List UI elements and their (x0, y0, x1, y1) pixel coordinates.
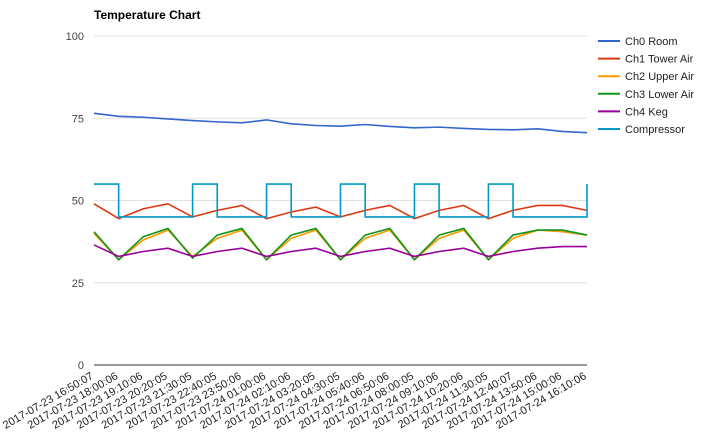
y-tick-label: 0 (78, 360, 84, 372)
y-axis-ticks: 0 25 50 75 100 (66, 31, 84, 372)
y-tick-label: 100 (66, 31, 84, 43)
chart-title: Temperature Chart (94, 8, 201, 22)
series-layer (93, 112, 588, 261)
legend-label: Ch2 Upper Air (625, 71, 694, 83)
legend: Ch0 Room Ch1 Tower Air Ch2 Upper Air Ch3 Lo… (598, 36, 694, 136)
legend-label: Ch1 Tower Air (625, 54, 694, 66)
series-line-compressor (94, 183, 588, 218)
y-tick-label: 75 (72, 113, 84, 125)
legend-label: Ch0 Room (625, 36, 678, 48)
legend-label: Ch4 Keg (625, 106, 668, 118)
legend-label: Ch3 Lower Air (625, 89, 694, 101)
series-line-ch3-lower-air (93, 227, 588, 261)
series-line-ch4-keg (93, 244, 587, 258)
y-tick-label: 25 (72, 278, 84, 290)
legend-label: Compressor (625, 124, 685, 136)
series-line-ch0-room (93, 112, 588, 134)
y-tick-label: 50 (72, 196, 84, 208)
